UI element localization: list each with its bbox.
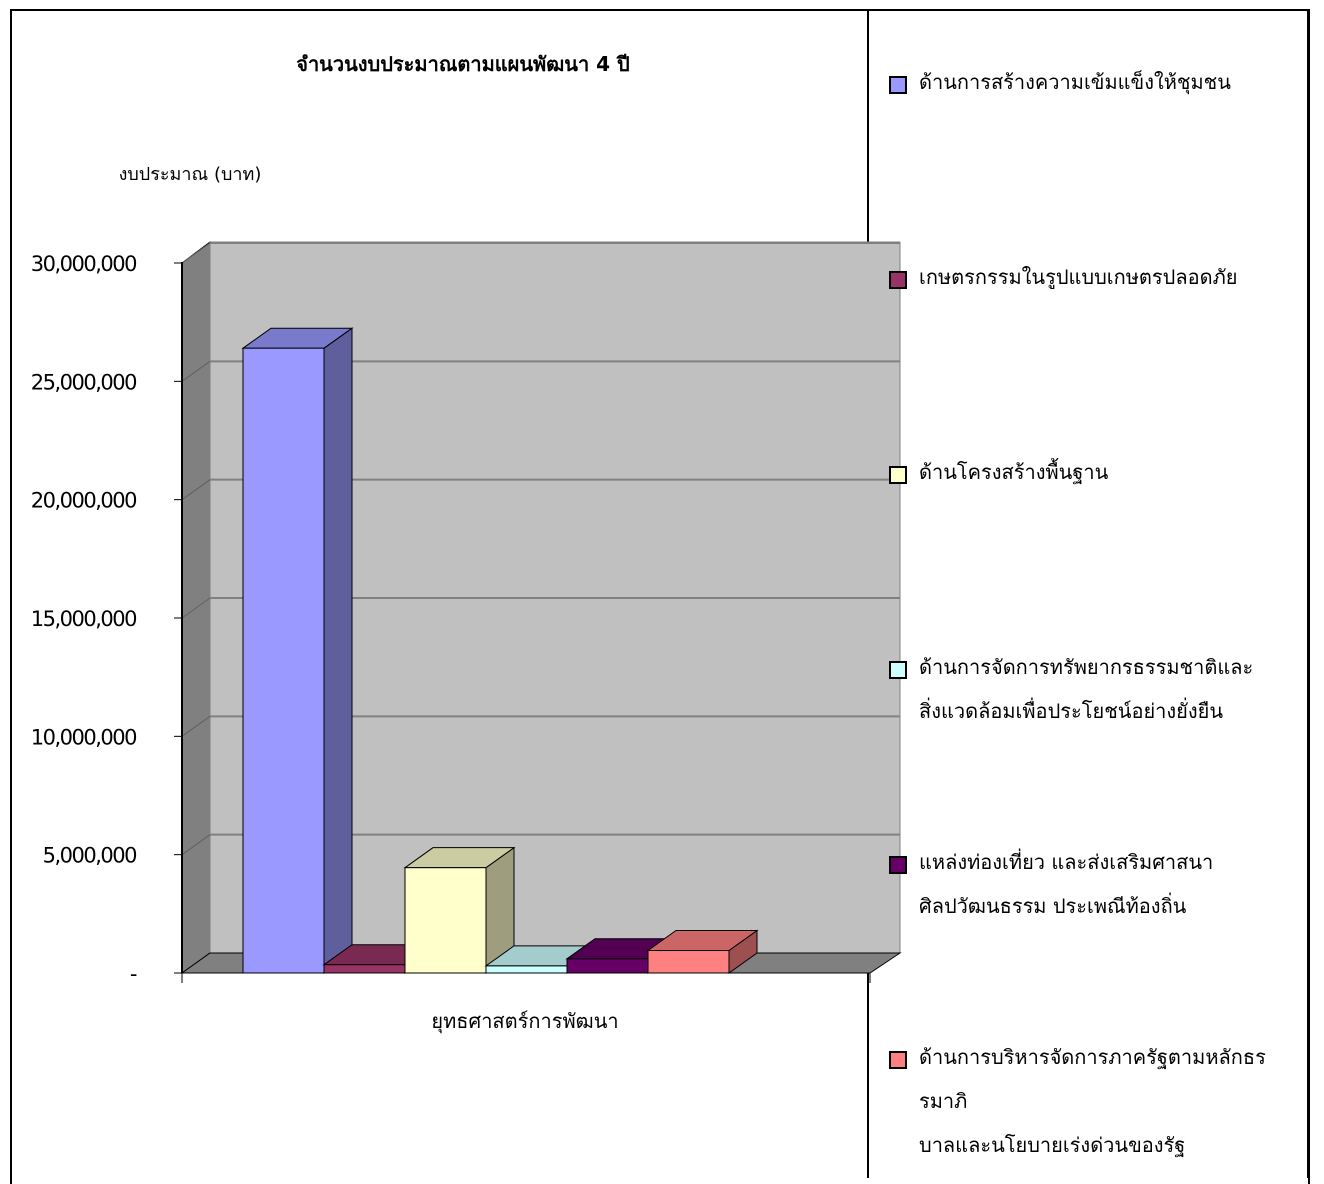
gridline xyxy=(181,834,211,856)
gridline xyxy=(181,242,211,264)
chart-frame xyxy=(10,9,1310,1184)
bar-side xyxy=(323,327,353,974)
legend-label: เกษตรกรรมในรูปแบบเกษตรปลอดภัย xyxy=(919,255,1299,299)
legend-label: ด้านการจัดการทรัพยากรธรรมชาติและสิ่งแวดล… xyxy=(919,645,1299,733)
bars xyxy=(241,327,759,974)
legend-label: ด้านโครงสร้างพื้นฐาน xyxy=(919,450,1299,494)
gridline xyxy=(181,715,211,737)
bar-front xyxy=(566,958,649,974)
legend-swatch xyxy=(889,856,907,874)
y-axis-ticks: - 5,000,000 10,000,000 15,000,000 20,000,000… xyxy=(31,252,182,986)
chart-title: จำนวนงบประมาณตามแผนพัฒนา 4 ปี xyxy=(296,52,630,76)
legend-swatch xyxy=(889,661,907,679)
bar xyxy=(646,929,759,974)
gridline xyxy=(181,360,211,382)
legend-item: ด้านโครงสร้างพื้นฐาน xyxy=(889,460,1299,494)
legend-swatch xyxy=(889,1051,907,1069)
gridline xyxy=(181,597,211,619)
legend-label-line: แหล่งท่องเที่ยว และส่งเสริมศาสนา xyxy=(919,850,1214,874)
right-edge xyxy=(1307,9,1308,1178)
legend-label: ด้านการบริหารจัดการภาครัฐตามหลักธรรมาภิบ… xyxy=(919,1035,1299,1167)
legend-item: ด้านการสร้างความเข้มแข็งให้ชุมชน xyxy=(889,70,1299,104)
bar-front xyxy=(647,950,730,974)
legend-item: ด้านการจัดการทรัพยากรธรรมชาติและสิ่งแวดล… xyxy=(889,655,1299,733)
y-tick-label: 30,000,000 xyxy=(31,252,136,276)
legend-swatch xyxy=(889,271,907,289)
legend-label-line: ด้านการบริหารจัดการภาครัฐตามหลักธรรมาภิ xyxy=(919,1045,1266,1113)
legend-label-line: สิ่งแวดล้อมเพื่อประโยชน์อย่างยั่งยืน xyxy=(919,699,1224,723)
legend-label: ด้านการสร้างความเข้มแข็งให้ชุมชน xyxy=(919,60,1299,104)
x-category-label: ยุทธศาสตร์การพัฒนา xyxy=(431,1009,618,1034)
legend-swatch xyxy=(889,466,907,484)
legend-label-line: ศิลปวัฒนธรรม ประเพณีท้องถิ่น xyxy=(919,894,1187,918)
gridline xyxy=(181,479,211,501)
y-tick-label: 15,000,000 xyxy=(31,607,136,631)
legend-item: ด้านการบริหารจัดการภาครัฐตามหลักธรรมาภิบ… xyxy=(889,1045,1299,1167)
bar xyxy=(403,846,516,974)
y-tick-label: 20,000,000 xyxy=(31,489,136,513)
bar-front xyxy=(404,867,487,974)
legend-label-line: ด้านโครงสร้างพื้นฐาน xyxy=(919,460,1109,484)
legend-label-line: เกษตรกรรมในรูปแบบเกษตรปลอดภัย xyxy=(919,265,1238,289)
legend-label-line: ด้านการจัดการทรัพยากรธรรมชาติและ xyxy=(919,655,1254,679)
legend-label-line: บาลและนโยบายเร่งด่วนของรัฐ xyxy=(919,1133,1186,1157)
y-tick-label: 25,000,000 xyxy=(31,370,136,394)
y-tick-label: 5,000,000 xyxy=(43,844,137,868)
bar-front xyxy=(485,965,568,974)
legend-label: แหล่งท่องเที่ยว และส่งเสริมศาสนาศิลปวัฒน… xyxy=(919,840,1299,928)
y-tick-label: - xyxy=(130,962,137,986)
legend-label-line: ด้านการสร้างความเข้มแข็งให้ชุมชน xyxy=(919,70,1231,94)
legend-swatch xyxy=(889,76,907,94)
bar xyxy=(241,327,354,974)
bar-front xyxy=(242,347,325,974)
legend-item: แหล่งท่องเที่ยว และส่งเสริมศาสนาศิลปวัฒน… xyxy=(889,850,1299,928)
legend-item: เกษตรกรรมในรูปแบบเกษตรปลอดภัย xyxy=(889,265,1299,299)
y-tick-label: 10,000,000 xyxy=(31,725,136,749)
y-axis-label: งบประมาณ (บาท) xyxy=(119,164,262,185)
bar-front xyxy=(323,964,406,974)
